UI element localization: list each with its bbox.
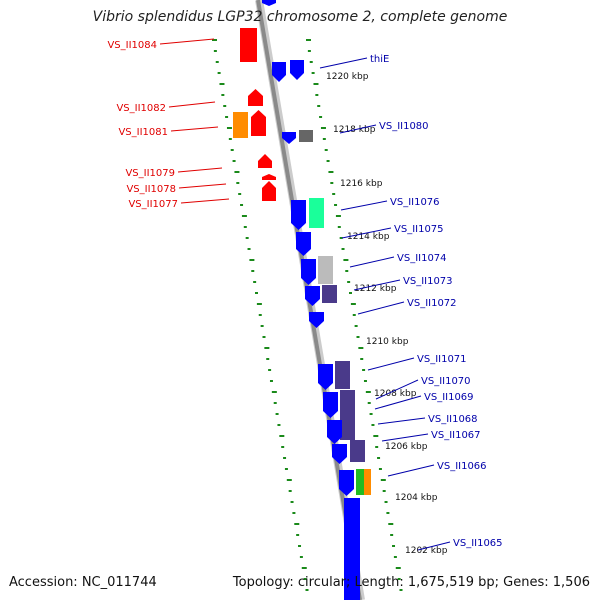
- gene-VS_II1068a: [327, 420, 342, 444]
- right-tick-track: [306, 39, 403, 591]
- gene-label-left: VS_II1081: [118, 127, 168, 138]
- gene-VS_II1076a: [291, 200, 306, 230]
- leader-line: [353, 279, 401, 291]
- gene-VS_II1071a: [318, 364, 333, 390]
- gene-label-right: thiE: [370, 54, 389, 65]
- gene-VS_II1074a: [301, 259, 316, 285]
- gene-label-left: VS_II1082: [116, 103, 166, 114]
- leader-line: [180, 198, 230, 204]
- leader-line: [177, 167, 223, 173]
- gene-labels: VS_II1084 VS_II1082 VS_II1081 VS_II1079 VS_I…: [107, 38, 503, 551]
- gene-label-right: VS_II1067: [431, 430, 481, 441]
- kbp-label: 1204 kbp: [395, 493, 438, 503]
- gene-features: [233, 0, 371, 600]
- gene-label-left: VS_II1077: [128, 199, 178, 210]
- gene-VS_II1067: [350, 440, 365, 462]
- gene-label-right: VS_II1066: [437, 461, 487, 472]
- gene-label-right: VS_II1076: [390, 197, 440, 208]
- leader-line: [178, 183, 227, 189]
- leader-line: [339, 124, 377, 134]
- gene-VS_II1065: [344, 498, 360, 600]
- gene-label-right: VS_II1072: [407, 298, 457, 309]
- gene-label-right: VS_II1074: [397, 253, 447, 264]
- gene-VS_II1075: [296, 232, 311, 256]
- kbp-label: 1216 kbp: [340, 179, 383, 189]
- gene-label-right: VS_II1065: [453, 538, 503, 549]
- gene-VS_II1074: [318, 256, 333, 284]
- kbp-label: 1206 kbp: [385, 442, 428, 452]
- gene-VS_II1071: [335, 361, 350, 389]
- gene-label-right: VS_II1071: [417, 354, 467, 365]
- leader-line: [168, 101, 216, 108]
- gene-VS_II1066a: [339, 470, 354, 496]
- genome-stats-label: Topology: circular; Length: 1,675,519 bp…: [232, 575, 590, 590]
- leader-line: [375, 379, 419, 400]
- leader-line: [349, 256, 395, 268]
- gene-label-right: VS_II1080: [379, 121, 429, 132]
- gene-VS_II1067a: [332, 444, 347, 464]
- kbp-label: 1212 kbp: [354, 284, 397, 294]
- map-title: Vibrio splendidus LGP32 chromosome 2, co…: [92, 9, 508, 25]
- accession-label: Accession: NC_011744: [9, 575, 157, 590]
- left-tick-track: [212, 39, 309, 591]
- leader-line: [341, 227, 392, 239]
- leader-line: [381, 433, 429, 442]
- gene-label-right: VS_II1069: [424, 392, 474, 403]
- gene-top-fragment: [262, 0, 276, 6]
- gene-VS_II1079: [258, 154, 272, 168]
- gene-VS_II1066g: [356, 469, 364, 495]
- gene-VS_II1073: [322, 285, 337, 303]
- gene-thiE-b: [290, 60, 304, 80]
- gene-label-right: VS_II1068: [428, 414, 478, 425]
- gene-label-right: VS_II1070: [421, 376, 471, 387]
- kbp-label: 1208 kbp: [374, 389, 417, 399]
- leader-line: [170, 126, 219, 132]
- gene-VS_II1076: [309, 198, 324, 228]
- leader-line: [367, 357, 415, 371]
- kbp-label: 1220 kbp: [326, 72, 369, 82]
- leader-line: [387, 464, 435, 477]
- gene-VS_II1073a: [305, 286, 320, 306]
- gene-label-right: VS_II1073: [403, 276, 453, 287]
- gene-VS_II1084: [240, 28, 257, 62]
- gene-VS_II1070: [340, 390, 355, 440]
- gene-label-left: VS_II1078: [126, 184, 176, 195]
- gene-thiE-a: [272, 62, 286, 82]
- leader-line: [319, 57, 368, 69]
- gene-VS_II1081b: [251, 110, 266, 136]
- gene-VS_II1080a: [282, 132, 296, 144]
- leader-line: [417, 541, 451, 551]
- kbp-label: 1210 kbp: [366, 337, 409, 347]
- kbp-label: 1214 kbp: [347, 232, 390, 242]
- gene-VS_II1082: [248, 89, 263, 106]
- gene-VS_II1078: [262, 174, 276, 180]
- gene-VS_II1072: [309, 312, 324, 328]
- gene-label-right: VS_II1075: [394, 224, 444, 235]
- leader-line: [159, 38, 215, 45]
- leader-line: [340, 200, 388, 211]
- gene-label-left: VS_II1084: [107, 40, 157, 51]
- gene-VS_II1077: [262, 181, 276, 201]
- gene-VS_II1081: [233, 112, 248, 138]
- gene-label-left: VS_II1079: [125, 168, 175, 179]
- gene-VS_II1070a: [323, 392, 338, 418]
- gene-VS_II1066o: [364, 469, 371, 495]
- leader-line: [357, 301, 405, 315]
- leader-line: [374, 395, 422, 410]
- gene-VS_II1080: [299, 130, 313, 142]
- kbp-label: 1202 kbp: [405, 546, 448, 556]
- leader-line: [377, 417, 426, 425]
